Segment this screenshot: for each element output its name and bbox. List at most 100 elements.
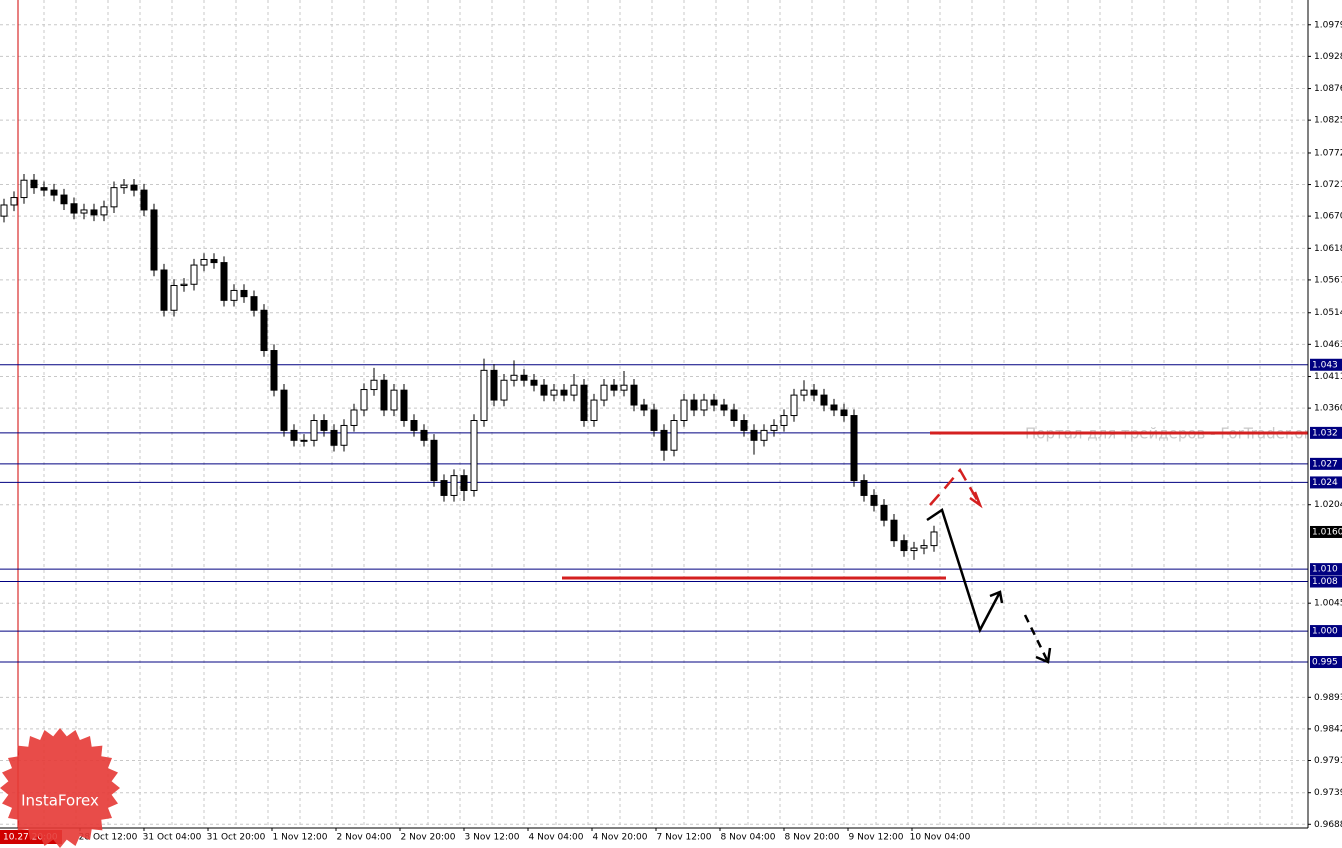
candle-body (30, 179, 38, 189)
candle-body (480, 369, 488, 422)
price-label: 1.0160 (1312, 527, 1342, 537)
logo-text: InstaForex (21, 792, 99, 810)
y-tick-label: 1.0463 (1314, 340, 1342, 350)
candle-body (870, 494, 878, 506)
candle-body (600, 384, 608, 401)
x-tick-label: 8 Nov 04:00 (721, 833, 776, 843)
level-box (1310, 656, 1342, 669)
candle-body (850, 415, 858, 482)
candle-body (100, 206, 108, 216)
y-tick-label: 1.0045 (1314, 599, 1342, 609)
candle-body (780, 415, 788, 426)
candle-body (290, 429, 298, 441)
candle-body (920, 545, 928, 549)
level-box (1310, 563, 1342, 576)
candles (0, 174, 938, 560)
candle-body (790, 394, 798, 417)
y-tick-label: 1.0204 (1314, 500, 1342, 510)
candle-body (90, 209, 98, 216)
candle-body (570, 384, 578, 396)
level-label: 0.995 (1312, 658, 1338, 668)
x-tick-label: 3 Nov 12:00 (465, 833, 520, 843)
candle-body (400, 389, 408, 422)
candle-body (310, 420, 318, 441)
candle-body (610, 384, 618, 391)
candle-body (910, 547, 918, 552)
level-label: 1.043 (1312, 360, 1338, 370)
x-tick-label: 1 Nov 12:00 (273, 833, 328, 843)
candle-body (180, 283, 188, 286)
x-tick-label: 31 Oct 04:00 (143, 833, 202, 843)
logo: InstaForex (0, 728, 120, 848)
candle-body (560, 389, 568, 396)
level-label: 1.010 (1312, 565, 1338, 575)
candle-body (640, 404, 648, 411)
candle-body (530, 379, 538, 386)
candle-body (390, 389, 398, 411)
candle-body (690, 399, 698, 411)
candle-body (840, 409, 848, 417)
candle-body (830, 404, 838, 411)
red-arrow (929, 467, 982, 506)
candle-body (890, 519, 898, 542)
level-label: 1.024 (1312, 478, 1338, 488)
candle-body (140, 189, 148, 211)
candle-body (280, 389, 288, 431)
y-tick-label: 0.9739 (1314, 788, 1342, 798)
x-tick-label: 10 Nov 04:00 (910, 833, 971, 843)
candle-body (270, 350, 278, 391)
price-box (1310, 525, 1342, 538)
candle-body (510, 374, 518, 381)
y-tick-label: 0.9893 (1314, 693, 1342, 703)
candle-body (250, 296, 258, 311)
black-arrow (926, 508, 1002, 634)
candle-body (680, 399, 688, 422)
level-label: 1.027 (1312, 459, 1338, 469)
level-box (1310, 358, 1342, 371)
level-label: 1.008 (1312, 577, 1338, 587)
y-tick-label: 1.0979 (1314, 20, 1342, 30)
candle-body (380, 379, 388, 411)
candle-body (900, 540, 908, 552)
candle-body (550, 389, 558, 396)
candle-body (0, 204, 8, 217)
candle-body (300, 439, 308, 442)
candle-body (540, 384, 548, 396)
levels (0, 364, 1308, 663)
candle-body (500, 379, 508, 401)
candle-body (170, 284, 178, 311)
candle-body (930, 531, 938, 547)
candle-body (210, 258, 218, 264)
candle-body (490, 369, 498, 401)
candle-body (800, 389, 808, 396)
level-label: 1.032 (1312, 428, 1338, 438)
y-tick-label: 1.0567 (1314, 275, 1342, 285)
y-tick-label: 0.9688 (1314, 820, 1342, 830)
y-tick-label: 1.0876 (1314, 84, 1342, 94)
level-box (1310, 476, 1342, 489)
candle-body (330, 429, 338, 446)
x-tick-label: 4 Nov 04:00 (529, 833, 584, 843)
y-tick-label: 1.0670 (1314, 212, 1342, 222)
candle-body (450, 475, 458, 496)
red-arrowhead (969, 491, 983, 509)
candle-body (860, 480, 868, 496)
x-tick-label: 4 Nov 20:00 (593, 833, 648, 843)
candle-body (230, 289, 238, 301)
candle-body (70, 203, 78, 214)
candle-body (110, 187, 118, 208)
candle-body (350, 409, 358, 426)
y-tick-label: 1.0618 (1314, 244, 1342, 254)
x-tick-label: 2 Nov 20:00 (401, 833, 456, 843)
candle-body (810, 389, 818, 396)
x-tick-label: 28 Oct 12:00 (79, 833, 138, 843)
candle-body (460, 475, 468, 491)
candle-body (50, 189, 58, 196)
x-tick-label: 31 Oct 20:00 (207, 833, 266, 843)
candle-body (370, 379, 378, 391)
candle-body (260, 309, 268, 352)
y-tick-label: 1.0360 (1314, 404, 1342, 414)
